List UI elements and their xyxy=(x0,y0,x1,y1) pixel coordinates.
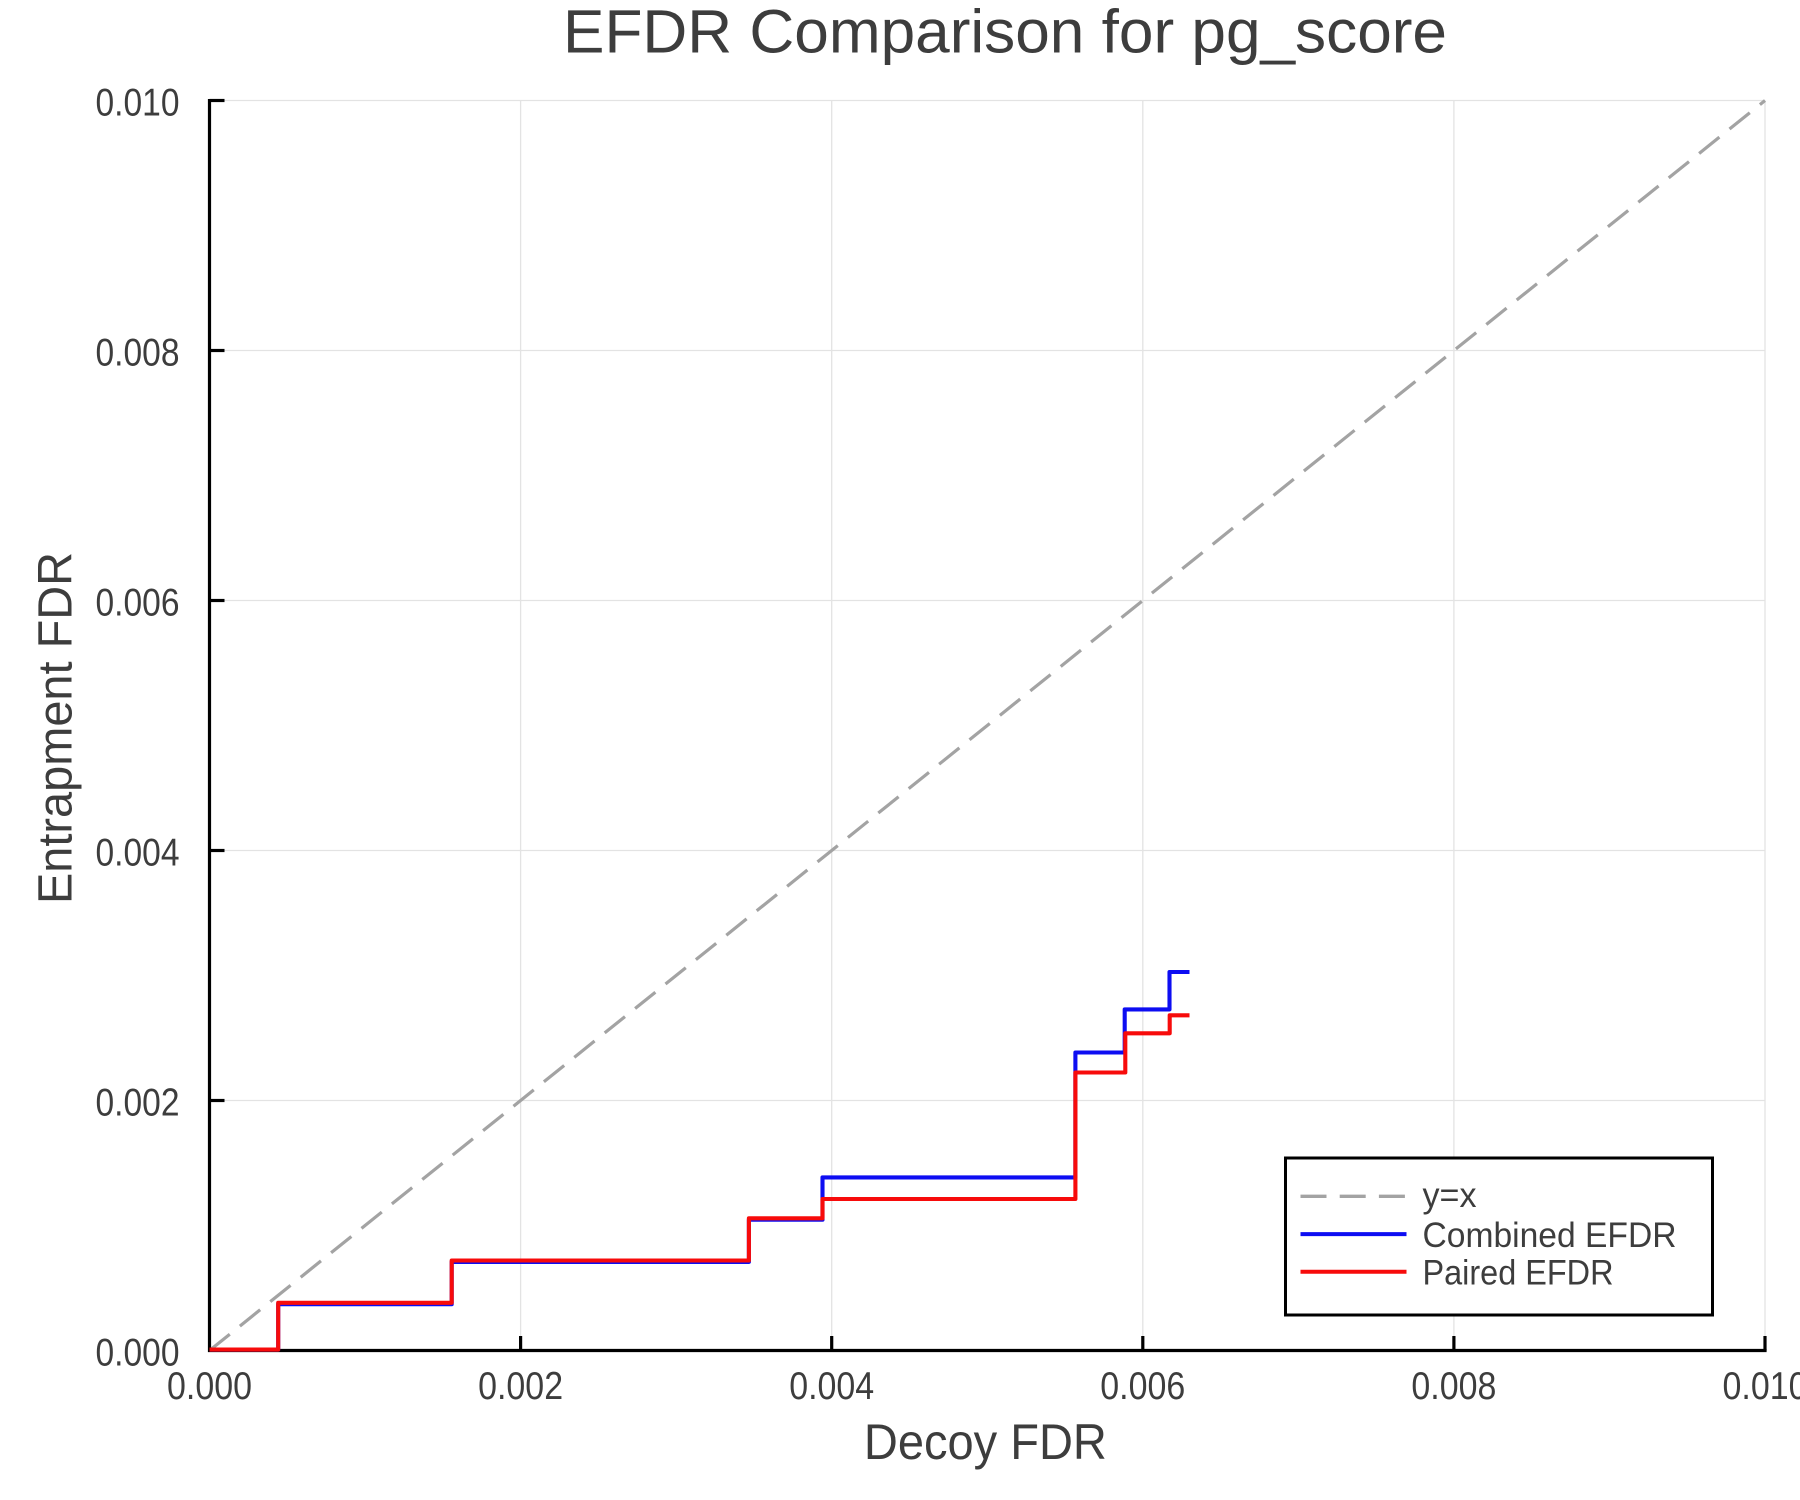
svg-text:y=x: y=x xyxy=(1423,1175,1477,1215)
svg-text:0.008: 0.008 xyxy=(1411,1365,1496,1408)
svg-text:0.010: 0.010 xyxy=(96,82,180,125)
svg-text:Entrapment FDR: Entrapment FDR xyxy=(30,552,83,904)
svg-text:0.004: 0.004 xyxy=(789,1365,874,1408)
svg-text:Combined EFDR: Combined EFDR xyxy=(1423,1215,1677,1255)
svg-text:0.008: 0.008 xyxy=(96,332,180,375)
svg-text:0.004: 0.004 xyxy=(96,832,180,875)
svg-text:0.002: 0.002 xyxy=(478,1365,563,1408)
svg-text:Decoy FDR: Decoy FDR xyxy=(864,1414,1107,1470)
svg-text:Paired EFDR: Paired EFDR xyxy=(1423,1252,1614,1292)
svg-text:0.010: 0.010 xyxy=(1723,1365,1800,1408)
svg-text:0.000: 0.000 xyxy=(167,1365,252,1408)
svg-text:0.006: 0.006 xyxy=(1100,1365,1185,1408)
svg-text:0.002: 0.002 xyxy=(96,1082,180,1125)
svg-text:EFDR Comparison for pg_score: EFDR Comparison for pg_score xyxy=(563,0,1447,66)
svg-text:0.006: 0.006 xyxy=(96,582,180,625)
svg-text:0.000: 0.000 xyxy=(96,1332,180,1375)
